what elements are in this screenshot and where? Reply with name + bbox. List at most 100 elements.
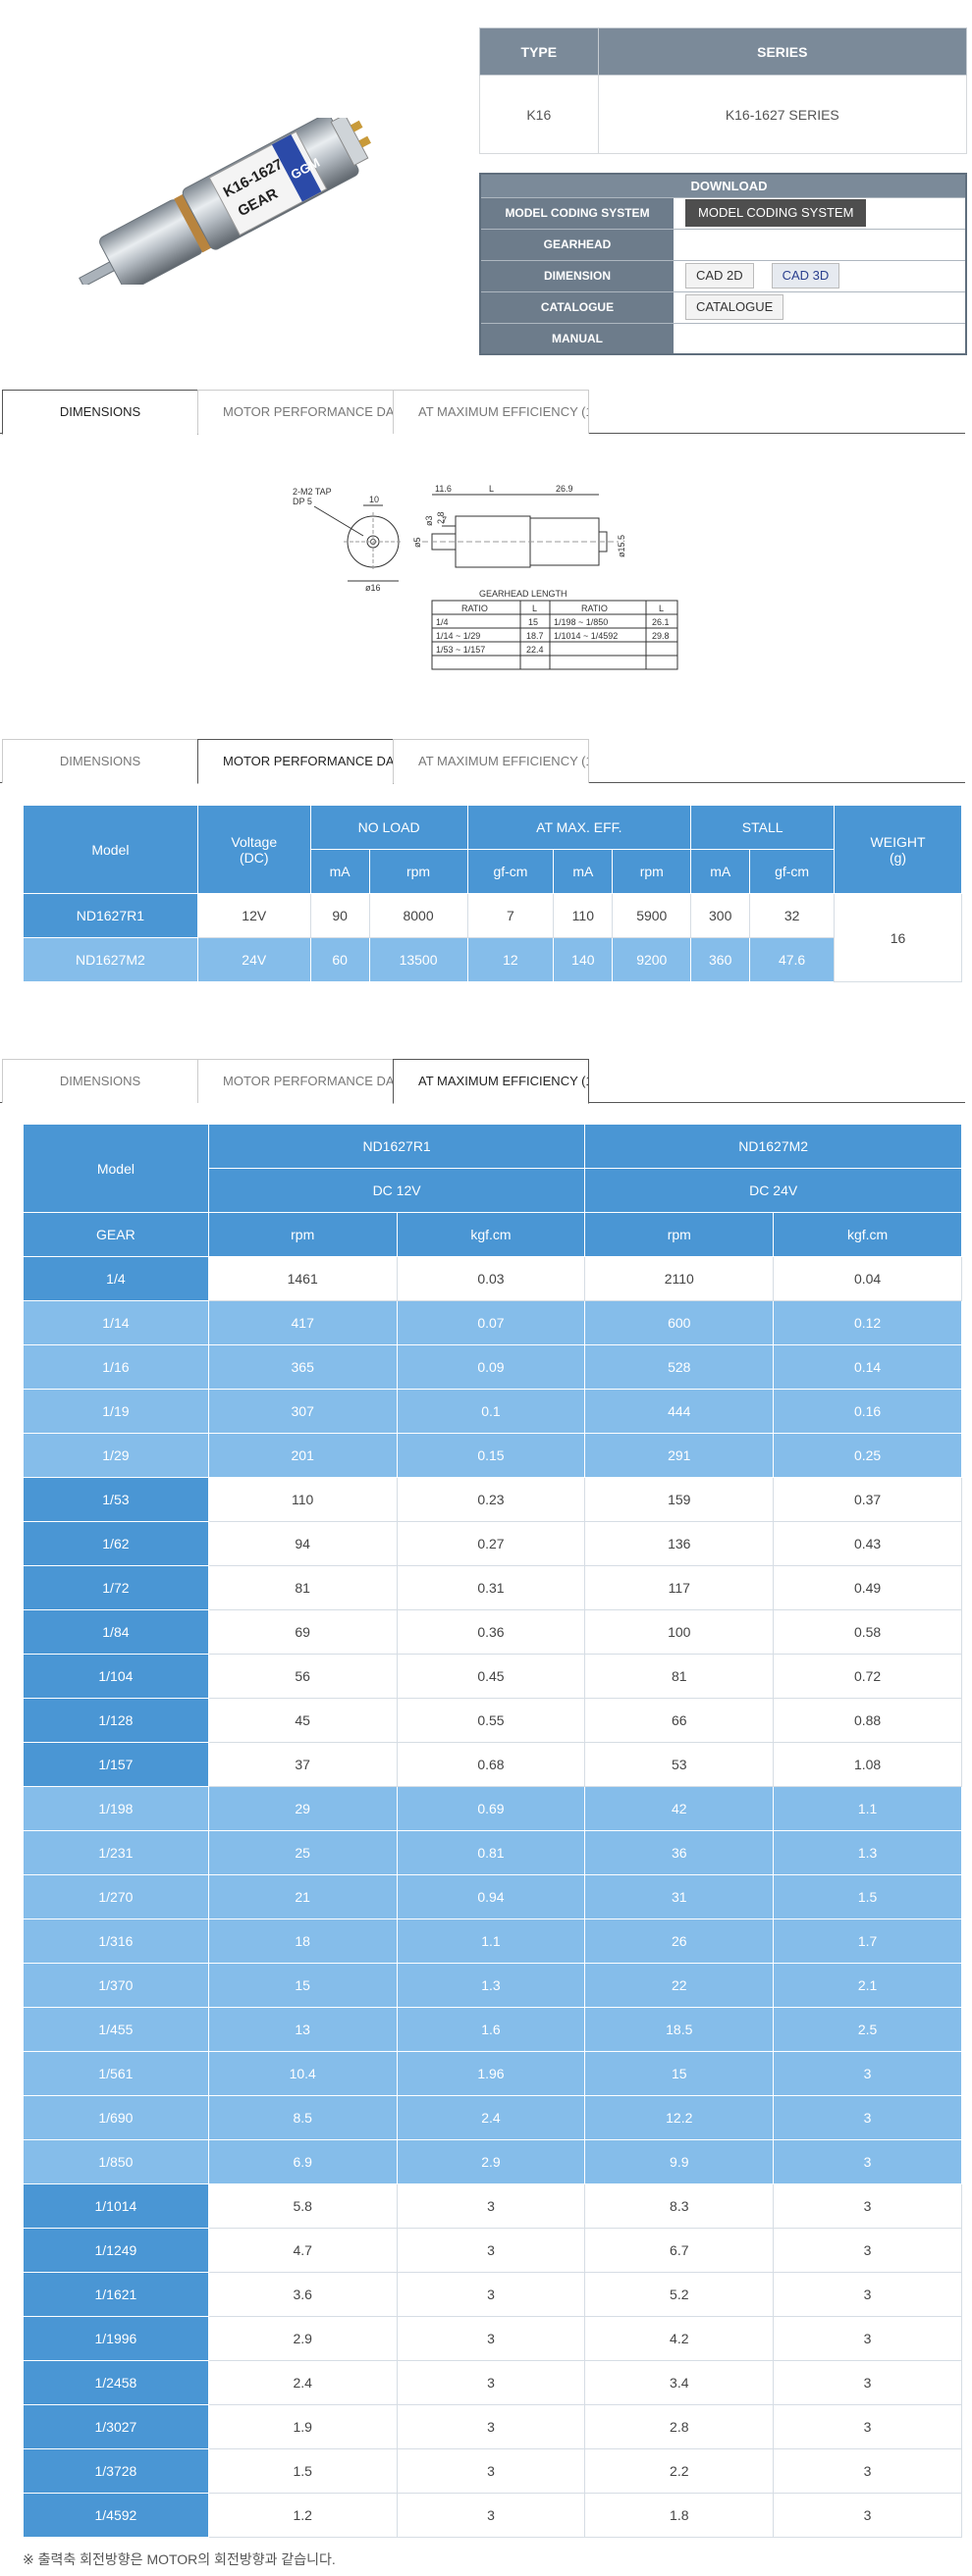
type-series-table: TYPE SERIES K16 K16-1627 SERIES — [479, 27, 968, 154]
length-cell: 18.7 — [526, 631, 544, 641]
cell-gear: 1/1621 — [23, 2272, 209, 2317]
dim-label: 2.8 — [436, 511, 446, 524]
cell-rpm: 26 — [584, 1919, 775, 1964]
download-table: DOWNLOAD MODEL CODING SYSTEM MODEL CODIN… — [479, 173, 967, 355]
header-model-r1: ND1627R1 — [207, 1124, 586, 1169]
cell-torque: 3 — [773, 2095, 962, 2140]
table-row: 1/1249 4.7 3 6.7 3 — [23, 2228, 962, 2273]
tab-dimensions[interactable]: DIMENSIONS — [2, 1059, 198, 1103]
cell-rpm: 8.3 — [584, 2183, 775, 2229]
cell-torque: 0.31 — [396, 1565, 586, 1610]
cell-gear: 1/316 — [23, 1919, 209, 1964]
cell-torque: 1.96 — [396, 2051, 586, 2096]
subheader-rpm: rpm — [612, 849, 692, 894]
download-row-label: MANUAL — [480, 323, 674, 355]
table-row: 1/84 69 0.36 100 0.58 — [23, 1609, 962, 1655]
cell-rpm: 94 — [207, 1521, 398, 1566]
table-row: 1/198 29 0.69 42 1.1 — [23, 1786, 962, 1831]
cell-rpm: 600 — [584, 1300, 775, 1345]
cell-rpm: 4.2 — [584, 2316, 775, 2361]
cell-rpm: 2.9 — [207, 2316, 398, 2361]
cell-torque: 0.49 — [773, 1565, 962, 1610]
catalogue-button[interactable]: CATALOGUE — [685, 294, 784, 320]
dim-label: 7 — [442, 515, 447, 525]
dim-label: ø16 — [365, 583, 381, 593]
cell-torque: 0.69 — [396, 1786, 586, 1831]
cell-value: 5900 — [612, 893, 692, 938]
cell-torque: 0.09 — [396, 1344, 586, 1390]
series-header: SERIES — [597, 27, 968, 76]
table-row: 1/1014 5.8 3 8.3 3 — [23, 2183, 962, 2229]
tab-motor-performance[interactable]: MOTOR PERFORMANCE DATA — [197, 1059, 394, 1103]
cell-torque: 1.1 — [773, 1786, 962, 1831]
cell-gear: 1/198 — [23, 1786, 209, 1831]
cell-torque: 0.07 — [396, 1300, 586, 1345]
tab-motor-performance[interactable]: MOTOR PERFORMANCE DATA — [197, 739, 394, 784]
table-row: 1/128 45 0.55 66 0.88 — [23, 1698, 962, 1743]
cell-rpm: 3.4 — [584, 2360, 775, 2405]
tab-max-efficiency[interactable]: AT MAXIMUM EFFICIENCY (16 — [393, 1059, 589, 1104]
table-row: ND1627R1 12V 90 8000 7 110 5900 300 32 1… — [23, 893, 962, 982]
product-photo: K16-1627 GEAR GGM — [79, 118, 371, 285]
cell-rpm: 201 — [207, 1433, 398, 1478]
cell-torque: 3 — [773, 2448, 962, 2494]
cell-value: 110 — [553, 893, 614, 938]
table-row: 1/690 8.5 2.4 12.2 3 — [23, 2095, 962, 2140]
cell-torque: 3 — [396, 2448, 586, 2494]
dim-label: 11.6 — [435, 484, 452, 494]
table-row: 1/455 13 1.6 18.5 2.5 — [23, 2007, 962, 2052]
table-row: 1/62 94 0.27 136 0.43 — [23, 1521, 962, 1566]
table-row: 1/72 81 0.31 117 0.49 — [23, 1565, 962, 1610]
max-efficiency-table: Model ND1627R1 ND1627M2 DC 12V DC 24V GE… — [23, 1124, 962, 2538]
cell-torque: 1.7 — [773, 1919, 962, 1964]
tab-dimensions[interactable]: DIMENSIONS — [2, 739, 198, 783]
model-coding-system-button[interactable]: MODEL CODING SYSTEM — [685, 199, 867, 227]
cad-3d-button[interactable]: CAD 3D — [771, 263, 840, 289]
cell-rpm: 81 — [207, 1565, 398, 1610]
cell-voltage: 12V — [196, 893, 311, 938]
tab-bar-max-efficiency: DIMENSIONS MOTOR PERFORMANCE DATA AT MAX… — [0, 1059, 965, 1104]
cell-value: 360 — [690, 937, 751, 982]
cell-model: ND1627M2 — [23, 937, 198, 982]
cell-rpm: 1.5 — [207, 2448, 398, 2494]
cell-value: 7 — [466, 893, 555, 938]
cell-torque: 3 — [396, 2316, 586, 2361]
dim-tap-note: 2-M2 TAP — [293, 487, 332, 497]
cell-value: 9200 — [612, 937, 692, 982]
table-row: 1/370 15 1.3 22 2.1 — [23, 1963, 962, 2008]
cell-gear: 1/370 — [23, 1963, 209, 2008]
cell-torque: 0.94 — [396, 1874, 586, 1919]
table-row: 1/53 110 0.23 159 0.37 — [23, 1477, 962, 1522]
cell-torque: 3 — [773, 2404, 962, 2449]
cell-voltage: 24V — [196, 937, 311, 982]
cell-gear: 1/16 — [23, 1344, 209, 1390]
dim-label: ø5 — [412, 537, 422, 548]
tab-max-efficiency[interactable]: AT MAXIMUM EFFICIENCY (16 — [393, 390, 589, 434]
table-row: 1/19 307 0.1 444 0.16 — [23, 1389, 962, 1434]
length-header: L — [659, 604, 664, 613]
header-model-m2: ND1627M2 — [584, 1124, 962, 1169]
tab-motor-performance[interactable]: MOTOR PERFORMANCE DATA — [197, 390, 394, 434]
cell-rpm: 2110 — [584, 1256, 775, 1301]
cell-rpm: 4.7 — [207, 2228, 398, 2273]
cell-torque: 0.37 — [773, 1477, 962, 1522]
cell-value: 12 — [466, 937, 555, 982]
cell-value: 13500 — [368, 937, 468, 982]
cell-torque: 0.88 — [773, 1698, 962, 1743]
cell-gear: 1/270 — [23, 1874, 209, 1919]
table-row: ND1627M2 24V 60 13500 12 140 9200 360 47… — [23, 937, 962, 982]
cell-torque: 0.14 — [773, 1344, 962, 1390]
cad-2d-button[interactable]: CAD 2D — [685, 263, 754, 289]
table-row: 1/3728 1.5 3 2.2 3 — [23, 2448, 962, 2494]
cell-gear: 1/128 — [23, 1698, 209, 1743]
tab-max-efficiency[interactable]: AT MAXIMUM EFFICIENCY (16 — [393, 739, 589, 783]
cell-value: 300 — [690, 893, 751, 938]
cell-torque: 0.25 — [773, 1433, 962, 1478]
table-row: 1/561 10.4 1.96 15 3 — [23, 2051, 962, 2096]
download-row-label: CATALOGUE — [480, 291, 674, 324]
header-voltage-m2: DC 24V — [584, 1168, 962, 1213]
cell-rpm: 56 — [207, 1654, 398, 1699]
cell-torque: 0.03 — [396, 1256, 586, 1301]
subheader-gfcm: gf-cm — [749, 849, 836, 894]
tab-dimensions[interactable]: DIMENSIONS — [2, 390, 198, 435]
